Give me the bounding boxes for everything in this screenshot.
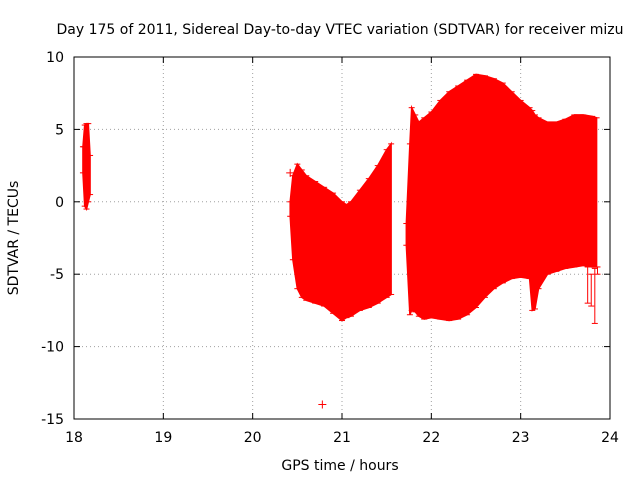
y-tick-label: 10 <box>46 50 64 66</box>
x-tick-label: 22 <box>422 430 440 446</box>
y-tick-label: -15 <box>41 412 64 428</box>
x-tick-label: 20 <box>244 430 262 446</box>
data-point <box>80 142 89 151</box>
x-tick-label: 18 <box>65 430 83 446</box>
data-point <box>318 400 327 409</box>
y-axis-label: SDTVAR / TECUs <box>6 181 22 296</box>
y-tick-label: 0 <box>55 195 64 211</box>
error-band-1 <box>289 141 392 322</box>
y-tick-label: -10 <box>41 340 64 356</box>
x-axis-label: GPS time / hours <box>281 458 398 474</box>
x-tick-label: 24 <box>601 430 619 446</box>
y-tick-label: 5 <box>55 122 64 138</box>
x-tick-label: 21 <box>333 430 351 446</box>
chart-title: Day 175 of 2011, Sidereal Day-to-day VTE… <box>57 22 624 38</box>
x-tick-label: 23 <box>512 430 530 446</box>
plot-area <box>79 73 601 409</box>
error-band-2 <box>405 73 598 322</box>
error-band-0 <box>82 122 91 211</box>
ticks: 18 19 20 21 22 23 24 -15 -10 -5 0 5 10 <box>41 50 619 446</box>
y-tick-label: -5 <box>50 267 64 283</box>
data-point <box>412 161 421 170</box>
x-tick-label: 19 <box>154 430 172 446</box>
data-point <box>286 168 295 177</box>
